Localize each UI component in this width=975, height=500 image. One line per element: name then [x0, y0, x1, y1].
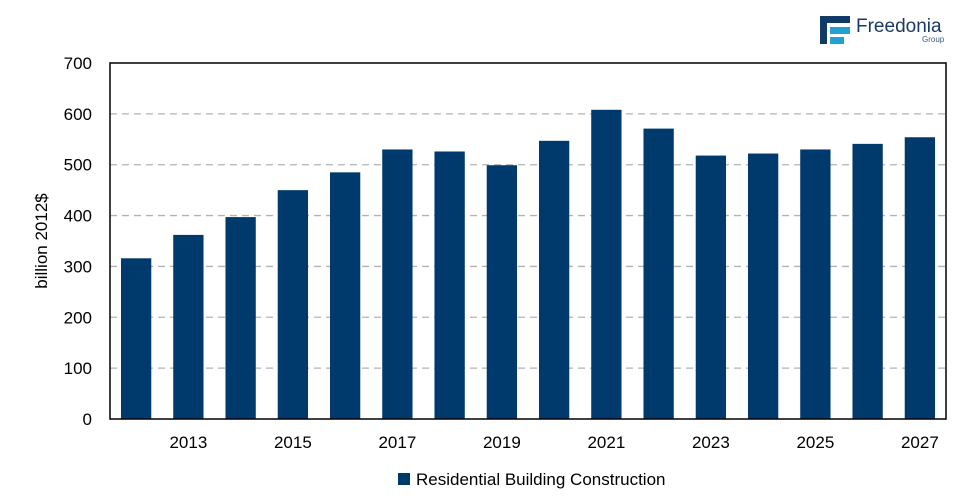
x-tick-label: 2023	[692, 433, 730, 452]
bar-2025	[800, 149, 831, 419]
logo-mark-top	[820, 16, 850, 23]
y-tick-label: 700	[64, 54, 92, 73]
x-tick-label: 2027	[901, 433, 939, 452]
bar-2024	[747, 153, 779, 420]
bar-2016	[329, 172, 361, 419]
y-tick-label: 200	[64, 308, 92, 327]
y-tick-label: 100	[64, 359, 92, 378]
bar-2018	[434, 151, 465, 419]
bar-2013	[173, 234, 204, 419]
bar-2019	[486, 165, 518, 419]
x-tick-label: 2021	[587, 433, 625, 452]
logo-mark-left	[820, 16, 827, 44]
bar-2015	[277, 190, 309, 419]
x-axis-ticks: 2013 2015 2017 2019 2021 2023 2025 2027	[169, 433, 938, 452]
y-tick-label: 400	[64, 207, 92, 226]
logo-mark-low	[830, 37, 844, 44]
bar-2012	[120, 258, 152, 419]
bar-2027	[904, 137, 936, 419]
logo-mark-mid	[830, 27, 850, 34]
bar-2026	[852, 143, 883, 419]
x-tick-label: 2019	[483, 433, 521, 452]
y-axis-ticks: 0 100 200 300 400 500 600 700	[64, 54, 92, 429]
logo-sub: Group	[922, 35, 945, 44]
bar-2014	[225, 217, 256, 419]
legend-swatch	[398, 473, 410, 485]
x-tick-label: 2013	[169, 433, 207, 452]
y-axis-title: billion 2012$	[32, 193, 51, 289]
legend-label: Residential Building Construction	[416, 470, 665, 489]
legend: Residential Building Construction	[398, 470, 665, 489]
x-tick-label: 2025	[796, 433, 834, 452]
y-tick-label: 0	[83, 410, 92, 429]
y-tick-label: 500	[64, 156, 92, 175]
y-tick-label: 600	[64, 105, 92, 124]
x-tick-label: 2017	[378, 433, 416, 452]
bar-2021	[591, 109, 622, 419]
x-tick-label: 2015	[274, 433, 312, 452]
bar-2017	[382, 149, 413, 419]
y-tick-label: 300	[64, 257, 92, 276]
freedonia-logo: Freedonia Group	[820, 16, 945, 44]
plot-area-frame	[109, 62, 947, 420]
bar-2023	[695, 155, 727, 419]
logo-name: Freedonia	[856, 16, 942, 37]
bar-2020	[538, 140, 570, 419]
bar-2022	[643, 128, 674, 419]
bars	[120, 109, 936, 420]
